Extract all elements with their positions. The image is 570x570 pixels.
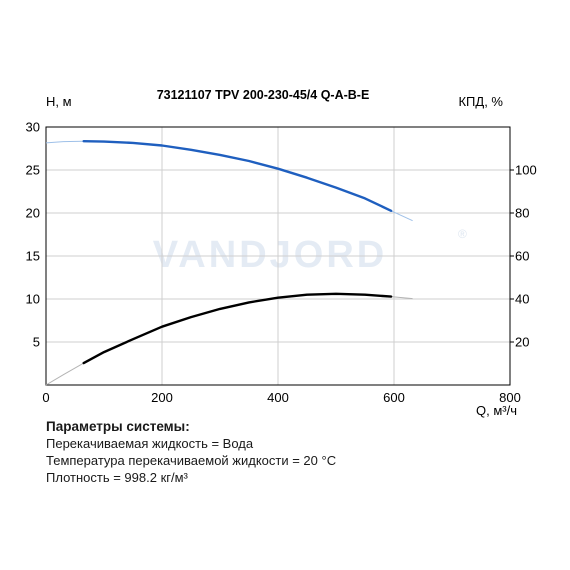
y-left-axis-label: H, м [46, 94, 72, 109]
y-right-tick-label: 40 [515, 292, 529, 307]
ticks: 0 200 400 600 800 5 10 15 20 25 30 20 40 60 80 100 [26, 120, 537, 406]
head-curve-extension-end [390, 210, 413, 222]
head-curve-extension-start [45, 140, 84, 144]
x-tick-label: 400 [267, 390, 289, 405]
x-tick-label: 200 [151, 390, 173, 405]
y-left-tick-label: 10 [26, 292, 40, 307]
y-right-axis-label: КПД, % [458, 94, 503, 109]
efficiency-curve-extension-start [45, 362, 84, 386]
system-parameters: Параметры системы: Перекачиваемая жидкос… [46, 418, 336, 486]
y-right-tick-label: 20 [515, 335, 529, 350]
x-tick-label: 0 [42, 390, 49, 405]
chart-title: 73121107 TPV 200-230-45/4 Q-A-B-E [157, 88, 370, 102]
system-parameters-title: Параметры системы: [46, 419, 190, 434]
efficiency-curve [82, 292, 393, 365]
parameter-temperature: Температура перекачиваемой жидкости = 20… [46, 453, 337, 468]
head-curve [82, 139, 393, 213]
y-left-tick-label: 5 [33, 335, 40, 350]
x-tick-label: 800 [499, 390, 521, 405]
y-left-tick-label: 25 [26, 163, 40, 178]
pump-curve-chart: VANDJORD ® 0 200 400 600 800 5 10 15 20 25 30 20 40 6… [26, 88, 537, 418]
efficiency-curve-extension-end [391, 296, 413, 300]
parameter-fluid: Перекачиваемая жидкость = Вода [46, 436, 254, 451]
y-left-tick-label: 20 [26, 206, 40, 221]
x-tick-label: 600 [383, 390, 405, 405]
grid [46, 127, 510, 385]
watermark: VANDJORD [153, 234, 387, 276]
y-right-tick-label: 80 [515, 206, 529, 221]
y-left-tick-label: 15 [26, 249, 40, 264]
y-right-tick-label: 100 [515, 163, 537, 178]
curves [45, 139, 413, 386]
y-right-tick-label: 60 [515, 249, 529, 264]
watermark-registered-mark: ® [458, 227, 467, 241]
y-left-tick-label: 30 [26, 120, 40, 135]
x-axis-label: Q, м³/ч [476, 403, 517, 418]
parameter-density: Плотность = 998.2 кг/м³ [46, 470, 188, 485]
